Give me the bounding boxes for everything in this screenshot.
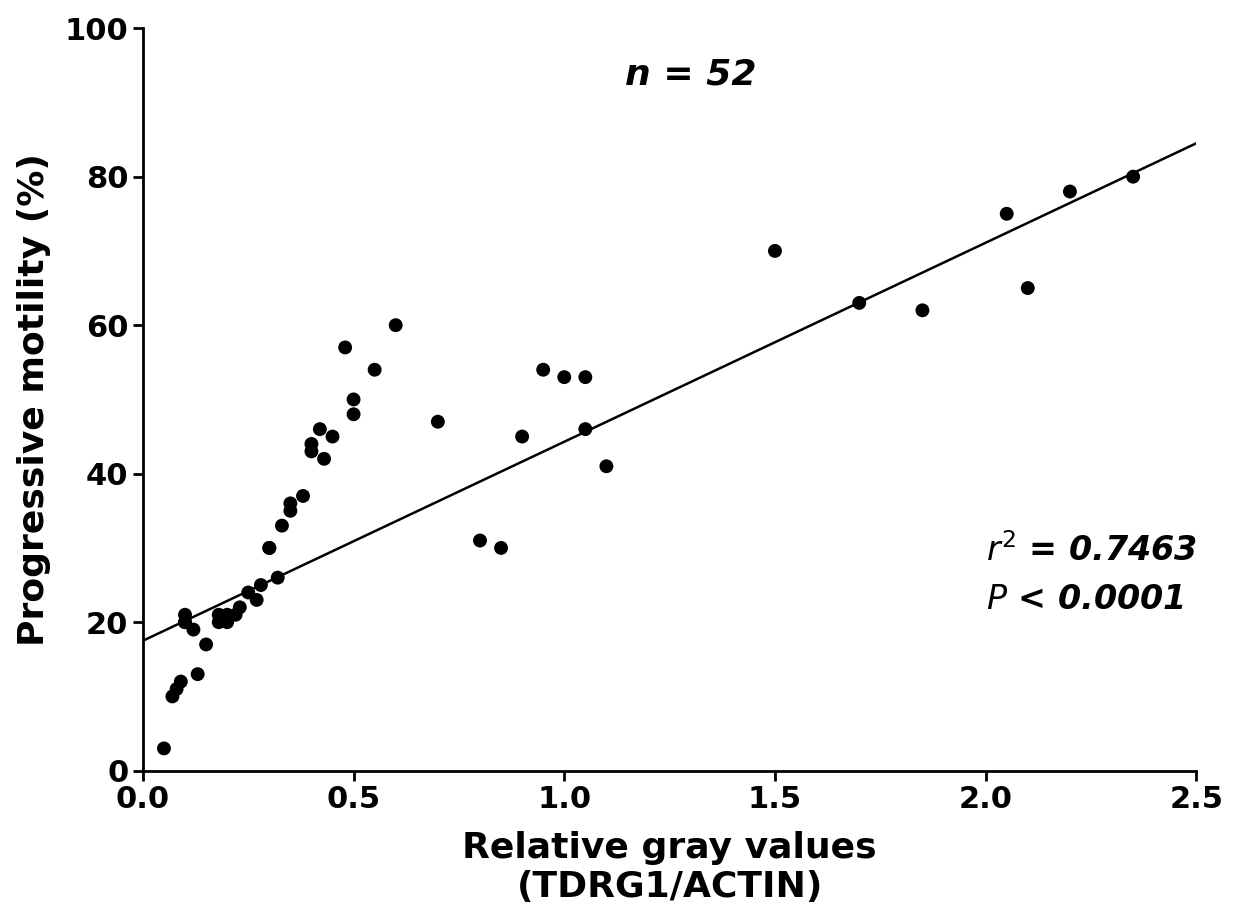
Point <box>268 570 288 585</box>
Point <box>997 206 1017 221</box>
Point <box>512 429 532 444</box>
Point <box>533 362 553 377</box>
Point <box>343 392 363 407</box>
Point <box>247 592 267 607</box>
Point <box>280 504 300 519</box>
Point <box>217 607 237 622</box>
Point <box>166 682 186 696</box>
Point <box>226 607 246 622</box>
Point <box>1123 169 1143 184</box>
Point <box>238 585 258 600</box>
Point <box>365 362 384 377</box>
Point <box>250 577 270 592</box>
Point <box>554 369 574 385</box>
Point <box>470 533 490 548</box>
Point <box>229 600 249 614</box>
Point <box>196 637 216 652</box>
Point <box>208 615 228 630</box>
Point <box>259 541 279 555</box>
Point <box>175 615 195 630</box>
Point <box>575 422 595 437</box>
Point <box>765 243 785 258</box>
Y-axis label: Progressive motility (%): Progressive motility (%) <box>16 153 51 646</box>
Point <box>175 607 195 622</box>
Point <box>491 541 511 555</box>
Text: $r^2$ = 0.7463
$P$ < 0.0001: $r^2$ = 0.7463 $P$ < 0.0001 <box>986 533 1197 616</box>
Point <box>1060 184 1080 199</box>
Point <box>272 519 291 533</box>
X-axis label: Relative gray values
(TDRG1/ACTIN): Relative gray values (TDRG1/ACTIN) <box>463 831 877 904</box>
Point <box>259 541 279 555</box>
Point <box>386 318 405 332</box>
Point <box>343 407 363 422</box>
Point <box>575 369 595 385</box>
Point <box>849 296 869 310</box>
Point <box>913 303 932 318</box>
Point <box>322 429 342 444</box>
Point <box>208 607 228 622</box>
Point <box>310 422 330 437</box>
Point <box>171 674 191 689</box>
Point <box>293 488 312 503</box>
Point <box>428 414 448 429</box>
Point <box>175 615 195 630</box>
Point <box>335 340 355 355</box>
Text: n = 52: n = 52 <box>625 58 756 92</box>
Point <box>301 437 321 451</box>
Point <box>187 667 207 682</box>
Point <box>1018 281 1038 296</box>
Point <box>162 689 182 704</box>
Point <box>596 459 616 473</box>
Point <box>154 741 174 756</box>
Point <box>301 444 321 459</box>
Point <box>184 623 203 637</box>
Point <box>280 496 300 511</box>
Point <box>217 615 237 630</box>
Point <box>314 451 334 466</box>
